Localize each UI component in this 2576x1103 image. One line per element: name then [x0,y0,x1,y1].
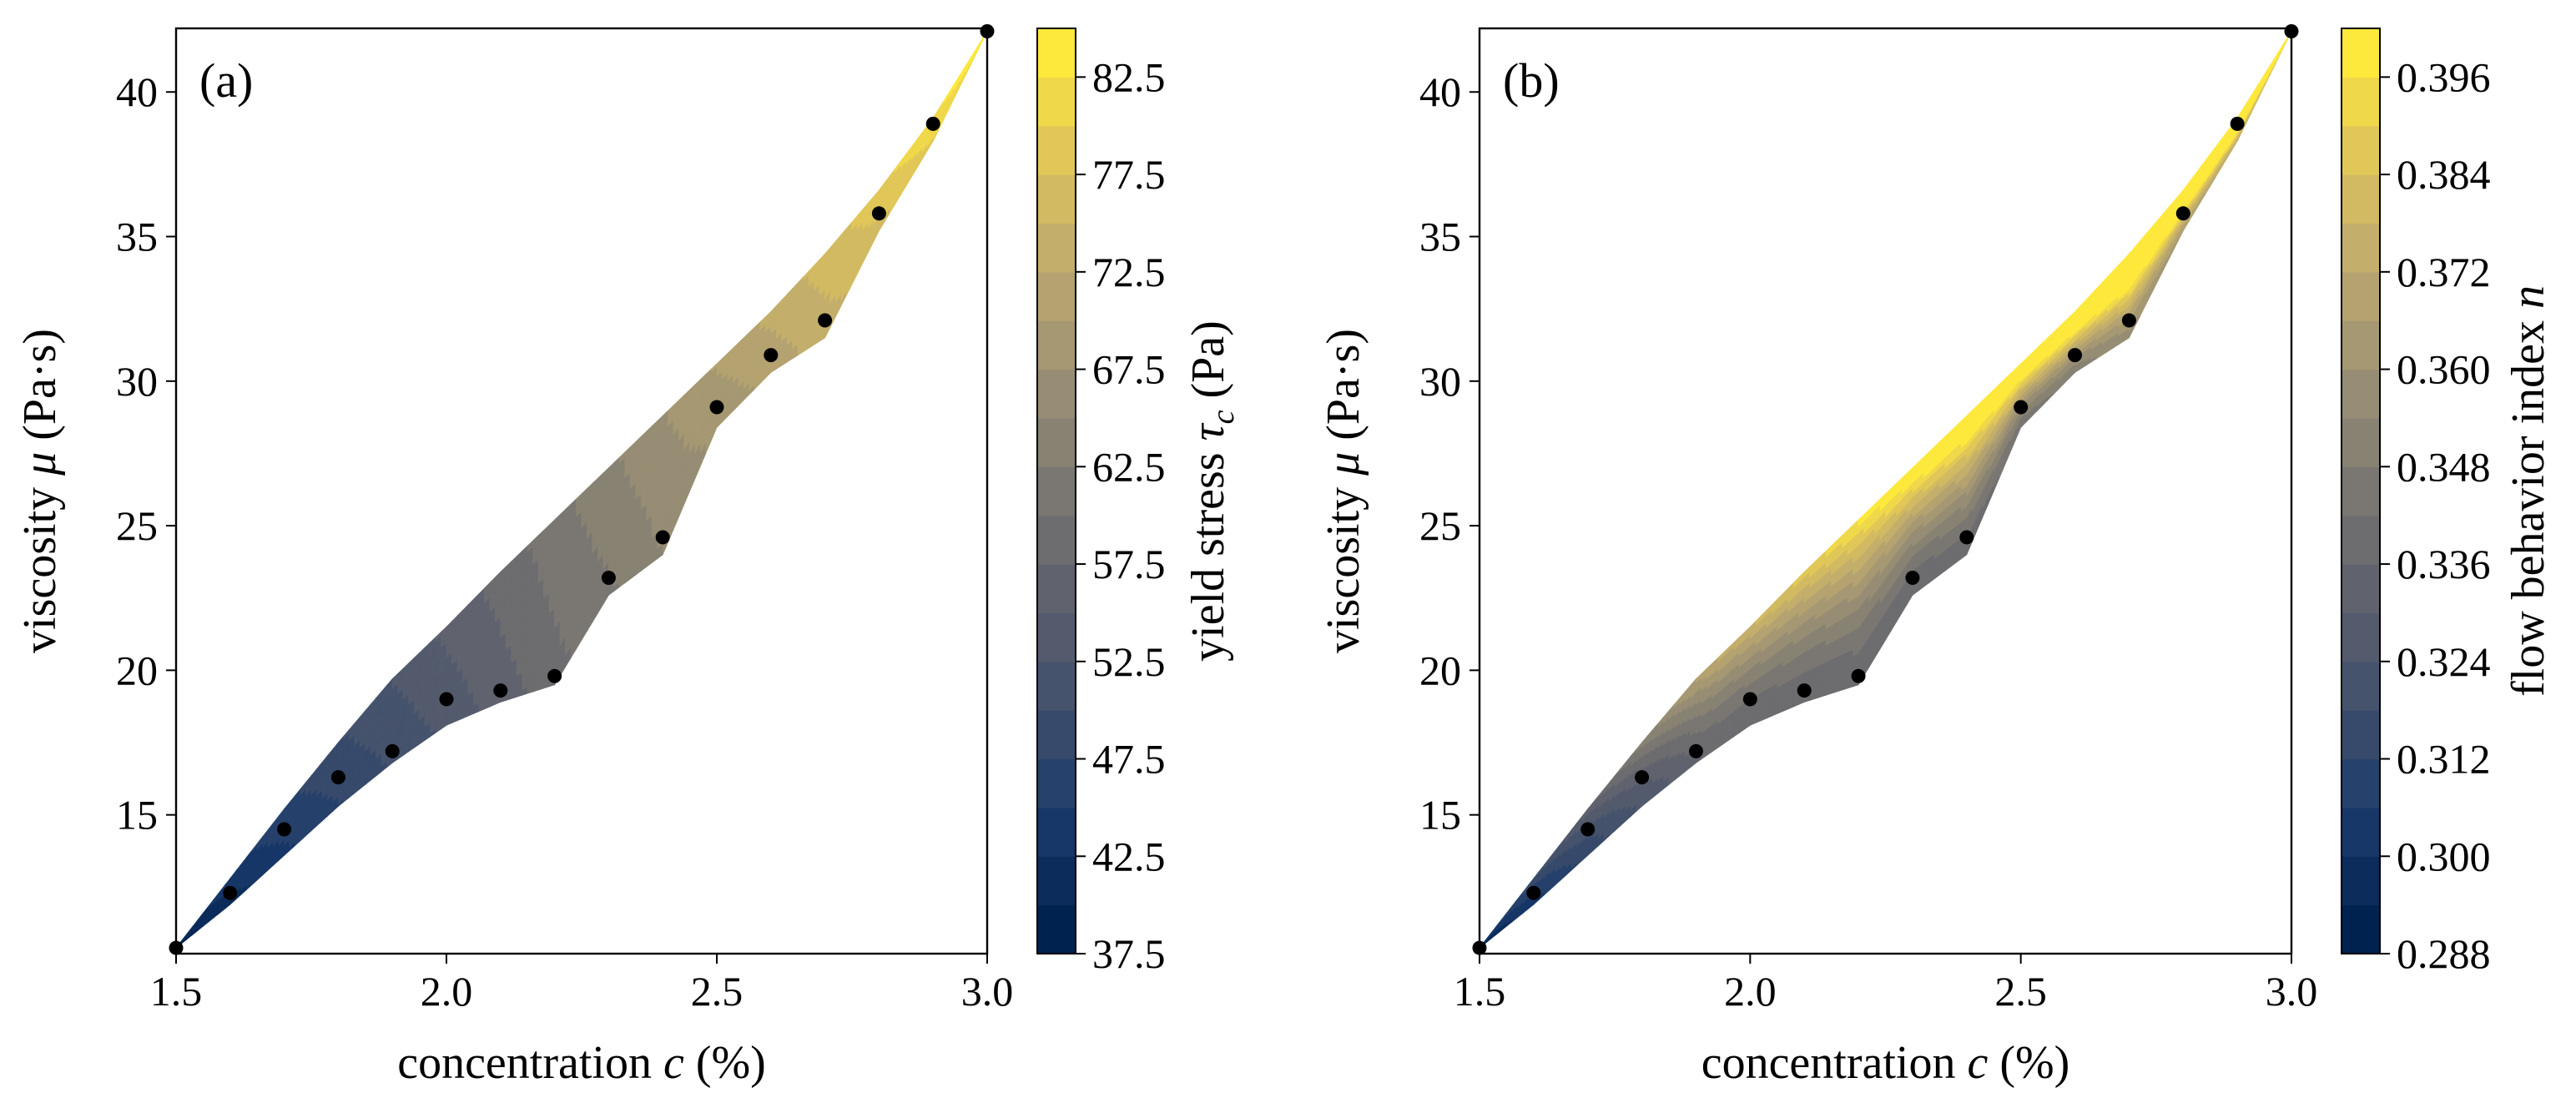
colorbar-tick-label: 82.5 [1092,53,1166,100]
colorbar-band [1037,564,1076,614]
colorbar-band [1037,28,1076,78]
colorbar-band [1037,417,1076,467]
colorbar-band [1037,77,1076,127]
colorbar-tick-label: 47.5 [1092,736,1166,783]
data-point [330,770,345,785]
colorbar-band [1037,710,1076,760]
data-point [277,822,292,837]
data-point [385,743,400,758]
y-axis-label: viscosity μ (Pa·s) [14,329,66,653]
x-tick-label: 2.5 [691,968,744,1015]
data-point [871,206,886,221]
colorbar-band [1037,320,1076,370]
colorbar-band [1037,758,1076,808]
data-point [655,530,670,545]
colorbar-tick-label: 57.5 [1092,541,1166,587]
contour-field [175,31,988,949]
data-point [223,885,238,900]
data-point [493,683,508,698]
data-point [439,692,454,707]
data-point [818,313,833,328]
colorbar-band [1037,223,1076,273]
y-tick-label: 20 [116,647,158,693]
colorbar-tick-label: 52.5 [1092,638,1166,685]
x-tick-label: 1.5 [150,968,203,1015]
colorbar-tick-label: 77.5 [1092,151,1166,198]
colorbar-band [1037,661,1076,711]
y-tick-label: 35 [116,214,158,260]
colorbar-label: yield stress τc (Pa) [1182,320,1241,662]
colorbar-band [1037,174,1076,224]
panel-label: (a) [199,53,253,108]
colorbar-tick-label: 72.5 [1092,249,1166,295]
colorbar-band [1037,369,1076,419]
panel-a: 1.5 2.0 2.5 3.0 15 20 25 30 35 40 concentration c … [14,23,1241,1089]
colorbar-band [1037,515,1076,565]
colorbar-band [1037,904,1076,954]
colorbar-band [1037,466,1076,516]
colorbar-tick-label: 42.5 [1092,833,1166,879]
x-tick-label: 3.0 [961,968,1014,1015]
colorbar-tick-label: 62.5 [1092,443,1166,490]
colorbar-tick-label: 37.5 [1092,930,1166,977]
colorbar-band [1037,856,1076,906]
colorbar-band [1037,125,1076,175]
y-tick-label: 25 [116,502,158,549]
x-tick-label: 2.0 [421,968,473,1015]
data-point [601,570,616,585]
data-point [925,116,940,131]
colorbar-tick-label: 67.5 [1092,346,1166,393]
data-point [709,400,724,415]
colorbar-band [1037,612,1076,662]
contour-field [1479,31,2292,949]
x-axis: 1.5 2.0 2.5 3.0 [150,954,1014,1015]
y-tick-label: 40 [116,68,158,115]
colorbar-band [1037,271,1076,321]
colorbar-band [1037,807,1076,857]
y-tick-label: 15 [116,792,158,839]
x-axis-label: concentration c (%) [397,1037,766,1089]
colorbar: 37.5 42.5 47.5 52.5 57.5 62.5 67.5 72.5 77.5 82.5… [1036,28,1241,977]
y-tick-label: 30 [116,358,158,405]
data-point [764,348,779,363]
y-axis: 15 20 25 30 35 40 [116,68,176,839]
data-point [547,668,562,683]
